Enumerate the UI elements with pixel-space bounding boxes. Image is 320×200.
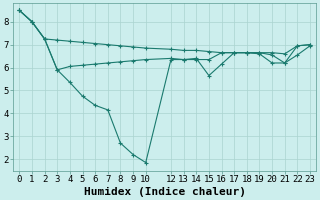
X-axis label: Humidex (Indice chaleur): Humidex (Indice chaleur) xyxy=(84,186,246,197)
